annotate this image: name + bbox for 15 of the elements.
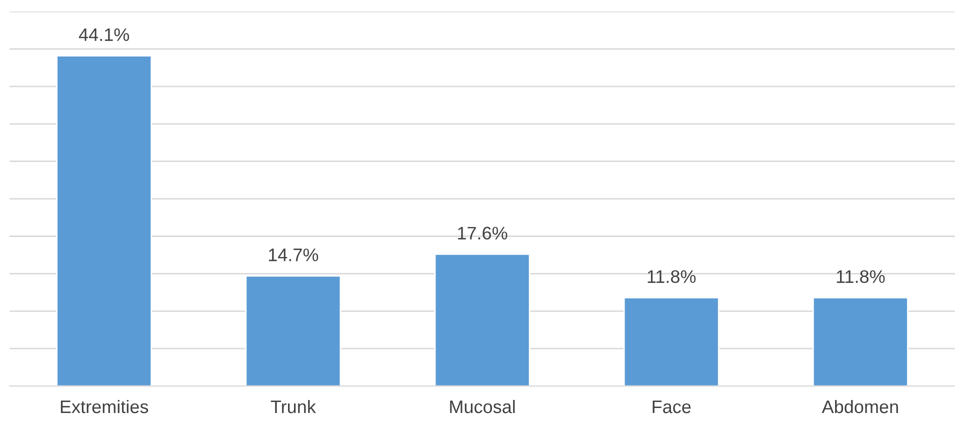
bar (56, 55, 152, 386)
x-tick-label: Mucosal (450, 400, 515, 414)
data-label: 11.8% (648, 270, 696, 283)
x-tick-label: Extremities (60, 400, 148, 414)
x-tick-label: Trunk (270, 400, 316, 414)
data-label: 17.6% (458, 226, 508, 240)
data-label: 14.7% (268, 248, 318, 262)
data-label: 44.1% (78, 28, 130, 41)
x-tick-label: Face (652, 400, 691, 414)
bar (434, 254, 530, 386)
bar (623, 296, 720, 386)
x-tick-label: Abdomen (822, 400, 898, 414)
bar (245, 275, 342, 386)
data-label: 11.8% (836, 270, 885, 283)
bar (812, 296, 908, 386)
